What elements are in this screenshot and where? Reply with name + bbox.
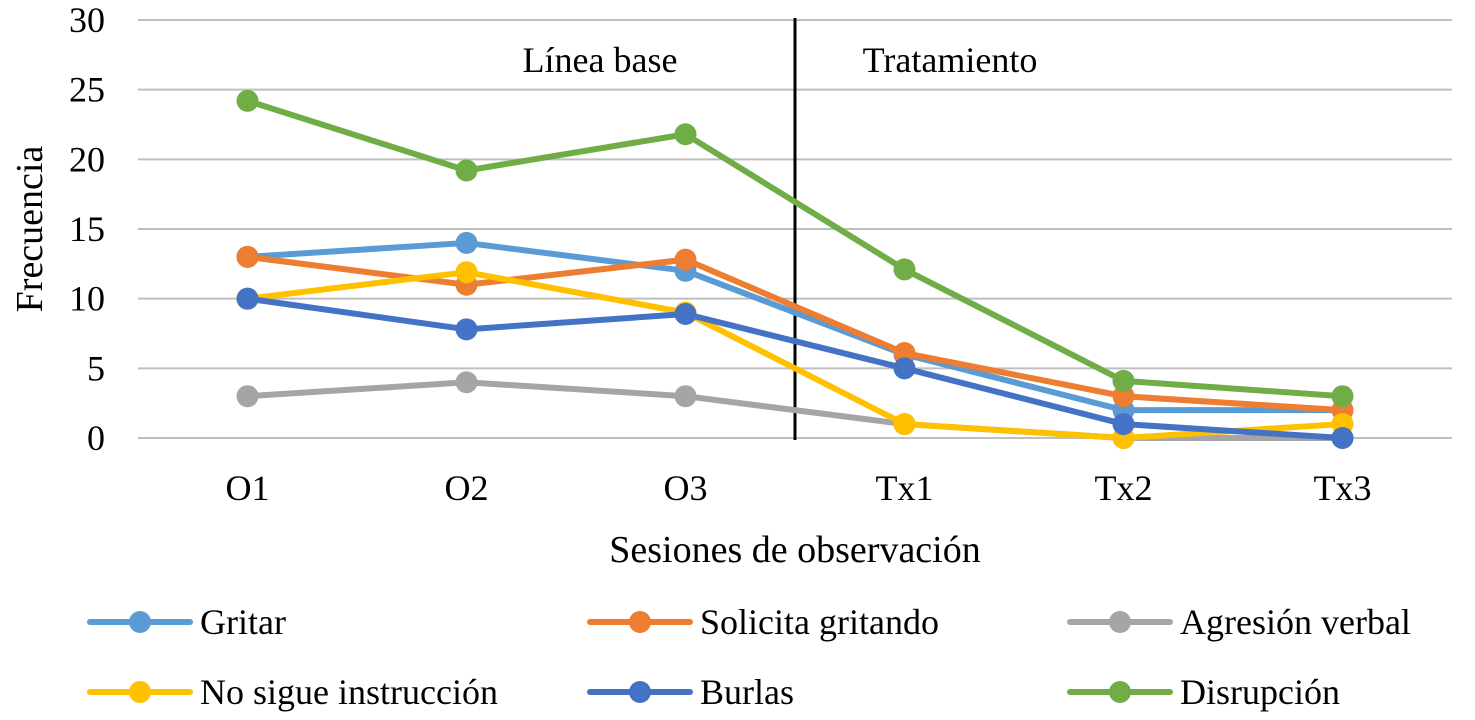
data-point — [1331, 427, 1354, 449]
data-point — [455, 261, 478, 284]
x-tick-label: Tx1 — [876, 468, 934, 508]
data-point — [893, 357, 916, 380]
x-tick-label: Tx2 — [1095, 468, 1153, 508]
y-tick-label: 5 — [87, 348, 105, 388]
legend-label: No sigue instrucción — [200, 672, 498, 712]
legend-item: Agresión verbal — [1067, 602, 1411, 642]
data-point — [893, 258, 916, 281]
y-axis-title: Frecuencia — [9, 146, 51, 313]
legend-label: Disrupción — [1180, 672, 1340, 712]
series-line — [244, 239, 1346, 414]
series-line — [244, 97, 1346, 400]
legend-item: Burlas — [587, 672, 794, 712]
legend-item: Solicita gritando — [587, 602, 939, 642]
series-line — [244, 295, 1346, 441]
data-point — [236, 287, 259, 310]
legend-swatch-marker — [1109, 611, 1131, 633]
data-point — [455, 231, 478, 254]
phase-label-treatment: Tratamiento — [863, 40, 1038, 80]
data-point — [674, 302, 697, 325]
data-point — [455, 318, 478, 341]
x-tick-label: O3 — [664, 468, 708, 508]
x-tick-label: Tx3 — [1314, 468, 1372, 508]
series-disrupción — [236, 89, 1354, 408]
data-point — [674, 248, 697, 271]
data-point — [1112, 413, 1135, 436]
series-line — [244, 269, 1346, 441]
legend-item: Gritar — [87, 602, 286, 642]
legend-label: Solicita gritando — [700, 602, 939, 642]
legend-swatch-marker — [629, 611, 651, 633]
data-point — [674, 385, 697, 408]
series-lines — [236, 89, 1354, 449]
series-line — [244, 253, 1346, 414]
data-point — [1331, 385, 1354, 408]
data-point — [455, 159, 478, 182]
x-tick-label: O2 — [445, 468, 489, 508]
y-tick-label: 30 — [69, 0, 105, 40]
series-burlas — [236, 287, 1354, 449]
y-tick-label: 10 — [69, 279, 105, 319]
data-point — [236, 385, 259, 408]
legend-swatch-marker — [129, 611, 151, 633]
y-axis-ticks: 0 5 10 15 20 25 30 — [69, 0, 105, 458]
data-point — [236, 89, 259, 112]
legend-item: No sigue instrucción — [87, 672, 498, 712]
legend-label: Agresión verbal — [1180, 602, 1411, 642]
x-axis-ticks: O1 O2 O3 Tx1 Tx2 Tx3 — [226, 468, 1372, 508]
legend-swatch-marker — [1109, 681, 1131, 703]
legend-label: Burlas — [700, 672, 794, 712]
y-tick-label: 0 — [87, 418, 105, 458]
data-point — [1112, 385, 1135, 408]
data-point — [455, 371, 478, 394]
legend: Gritar Solicita gritando Agresión verbal No… — [87, 602, 1411, 712]
legend-swatch-marker — [629, 681, 651, 703]
data-point — [893, 342, 916, 365]
legend-item: Disrupción — [1067, 672, 1340, 712]
phase-label-baseline: Línea base — [523, 40, 678, 80]
legend-swatch-marker — [129, 681, 151, 703]
data-point — [674, 123, 697, 146]
data-point — [893, 413, 916, 436]
data-point — [1112, 369, 1135, 392]
x-tick-label: O1 — [226, 468, 270, 508]
y-tick-label: 25 — [69, 70, 105, 110]
x-axis-title: Sesiones de observación — [609, 529, 980, 571]
y-tick-label: 20 — [69, 139, 105, 179]
data-point — [236, 245, 259, 268]
legend-label: Gritar — [200, 602, 286, 642]
y-tick-label: 15 — [69, 209, 105, 249]
